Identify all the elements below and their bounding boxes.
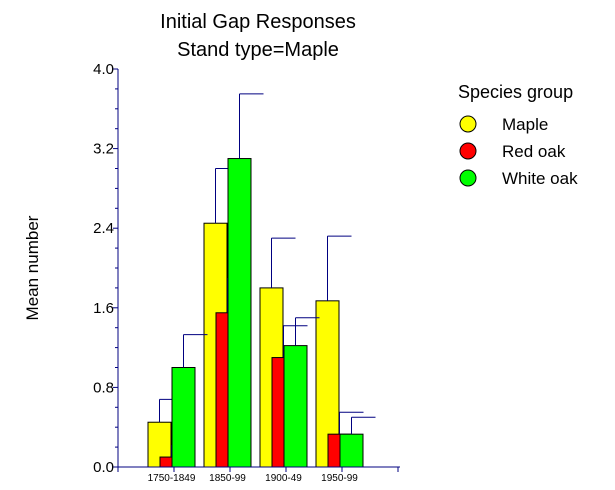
legend-title: Species group bbox=[458, 82, 573, 102]
bar bbox=[171, 367, 196, 468]
y-tick-label: 2.4 bbox=[93, 220, 114, 237]
bar bbox=[283, 345, 308, 468]
bar bbox=[227, 158, 252, 468]
plot-area: 0.0 0.8 1.6 2.4 3.2 4.0 1750-1849 1850-99 1900-4… bbox=[93, 61, 400, 484]
legend-label: Red oak bbox=[502, 142, 566, 161]
legend-marker bbox=[459, 169, 477, 187]
legend-marker bbox=[459, 142, 477, 160]
bar bbox=[339, 433, 364, 468]
y-tick-label: 0.0 bbox=[93, 459, 114, 476]
x-tick-label: 1750-1849 bbox=[148, 473, 196, 484]
chart-subtitle: Stand type=Maple bbox=[177, 39, 339, 61]
legend-label: Maple bbox=[502, 115, 548, 134]
legend-label: White oak bbox=[502, 169, 578, 188]
chart-title: Initial Gap Responses bbox=[160, 11, 356, 33]
x-tick-label: 1850-99 bbox=[209, 473, 246, 484]
y-tick-label: 0.8 bbox=[93, 379, 114, 396]
x-tick-label: 1950-99 bbox=[321, 473, 358, 484]
legend-marker bbox=[459, 115, 477, 133]
y-tick-label: 3.2 bbox=[93, 141, 114, 158]
y-tick-label: 4.0 bbox=[93, 61, 114, 78]
y-axis-label: Mean number bbox=[23, 215, 42, 320]
legend: Species group Maple Red oak White oak bbox=[458, 82, 578, 188]
x-tick-label: 1900-49 bbox=[265, 473, 302, 484]
y-tick-label: 1.6 bbox=[93, 300, 114, 317]
